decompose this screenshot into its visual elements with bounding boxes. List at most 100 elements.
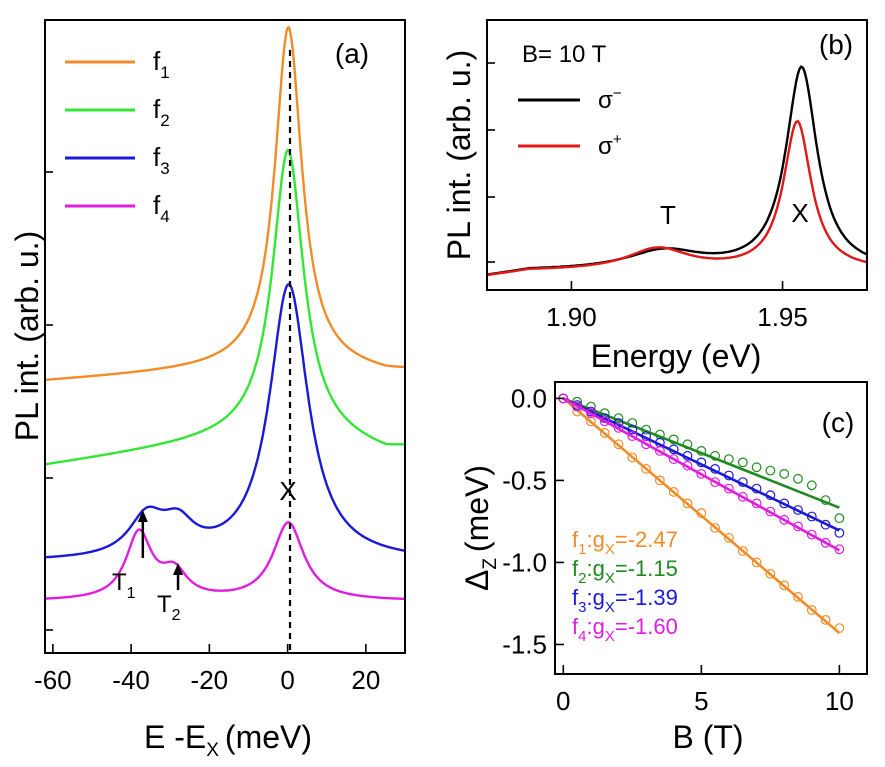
panel-b-curves bbox=[486, 65, 868, 277]
panel-c-point-f3 bbox=[668, 444, 679, 455]
panel-c-point-f3 bbox=[765, 490, 776, 501]
panel-b-legend: σ− σ+ bbox=[518, 85, 622, 160]
panel-b-legend-label: σ+ bbox=[598, 131, 622, 160]
panel-b-axes-frame bbox=[486, 19, 868, 291]
panel-c-point-f4 bbox=[806, 529, 817, 540]
panel-c-x-tick-label: 0 bbox=[556, 686, 570, 716]
panel-a-trion-arrows bbox=[137, 510, 184, 590]
panel-c-point-f2 bbox=[641, 424, 651, 435]
panel-a-x-tick-label: 0 bbox=[280, 665, 294, 695]
panel-c-point-f2 bbox=[613, 413, 624, 424]
panel-c-point-f3 bbox=[820, 519, 831, 530]
panel-c-x-tick-label: 10 bbox=[825, 686, 854, 716]
panel-c-point-f2 bbox=[710, 450, 720, 461]
panel-c-point-f2 bbox=[820, 495, 831, 506]
panel-c-point-f1 bbox=[682, 498, 693, 509]
panel-a-x-tick-label: -20 bbox=[191, 665, 229, 695]
panel-c-x-ticks: 0 5 10 bbox=[556, 665, 854, 716]
panel-c-point-f2 bbox=[765, 465, 776, 476]
panel-a: -60 -40 -20 0 20 (a) PL int. (arb. u.) E -EX… bbox=[9, 19, 406, 761]
panel-c-y-tick-label: 0.0 bbox=[511, 383, 547, 413]
panel-c-point-f2 bbox=[779, 469, 790, 479]
panel-c-point-f4 bbox=[668, 454, 679, 465]
panel-c-legend: f1:gX=-2.47f2:gX=-1.15f3:gX=-1.39f4:gX=-… bbox=[572, 527, 678, 645]
panel-c-g-factor-label-f2: f2:gX=-1.15 bbox=[572, 556, 678, 587]
panel-c-point-f3 bbox=[710, 464, 720, 474]
panel-b-x-label: Energy (eV) bbox=[591, 338, 762, 374]
panel-c-point-f4 bbox=[724, 483, 734, 494]
panel-b-t-annotation: T bbox=[660, 200, 676, 230]
panel-c-point-f1 bbox=[793, 592, 803, 602]
panel-c-point-f4 bbox=[655, 446, 665, 456]
panel-c-point-f2 bbox=[696, 446, 707, 456]
panel-c-point-f3 bbox=[834, 528, 845, 538]
panel-c-y-ticks: 0.0 -0.5 -1.0 -1.5 bbox=[502, 383, 564, 659]
panel-c-point-f4 bbox=[641, 439, 651, 450]
panel-a-axes-frame bbox=[44, 19, 406, 654]
panel-b-label: (b) bbox=[819, 29, 853, 60]
t2-arrow bbox=[173, 563, 184, 590]
panel-a-x-tick-label: 20 bbox=[351, 665, 380, 695]
panel-c-point-f1 bbox=[641, 464, 651, 474]
panel-c-point-f3 bbox=[751, 483, 762, 494]
panel-c-point-f1 bbox=[751, 557, 762, 568]
legend-label-f1: f1 bbox=[153, 46, 170, 82]
panel-c-fit-line-f2 bbox=[562, 397, 840, 509]
panel-a-curve-f1 bbox=[45, 25, 405, 381]
panel-c-point-f1 bbox=[820, 615, 831, 625]
panel-c-point-f4 bbox=[737, 491, 748, 502]
panel-c-point-f4 bbox=[820, 537, 831, 548]
panel-a-x-ticks: -60 -40 -20 0 20 bbox=[34, 644, 380, 695]
panel-c-y-tick-label: -0.5 bbox=[502, 465, 547, 495]
legend-label-f3: f3 bbox=[153, 142, 170, 178]
panel-c-point-f4 bbox=[586, 408, 596, 419]
panel-c-point-f4 bbox=[751, 498, 762, 509]
panel-c-point-f1 bbox=[627, 452, 638, 463]
panel-c-point-f4 bbox=[793, 521, 803, 532]
panel-a-y-label: PL int. (arb. u.) bbox=[9, 231, 45, 441]
legend-label-f2: f2 bbox=[153, 94, 170, 130]
panel-c-point-f4 bbox=[572, 401, 582, 412]
panel-a-x-annotation: X bbox=[279, 476, 296, 506]
panel-c-y-label: ΔZ(meV) bbox=[459, 465, 501, 591]
panel-c-point-f2 bbox=[793, 473, 803, 484]
panel-a-label: (a) bbox=[335, 38, 369, 69]
panel-a-curve-f4 bbox=[44, 521, 405, 601]
panel-c-point-f4 bbox=[627, 431, 638, 442]
panel-a-x-tick-label: -40 bbox=[112, 665, 150, 695]
panel-a-curve-f2 bbox=[44, 148, 405, 466]
panel-c-point-f1 bbox=[696, 508, 707, 519]
panel-b-x-tick-label: 1.95 bbox=[757, 302, 808, 332]
panel-c-fit-line-f1 bbox=[562, 397, 841, 634]
panel-c-point-f3 bbox=[696, 457, 707, 468]
panel-c-point-f1 bbox=[779, 580, 790, 591]
panel-b-x-annotation: X bbox=[791, 198, 808, 228]
panel-c: 0 5 10 0.0 -0.5 -1.0 -1.5 (c) ΔZ(meV) B (T) f… bbox=[459, 381, 868, 755]
legend-label-f4: f4 bbox=[153, 190, 170, 226]
panel-c-point-f4 bbox=[765, 506, 776, 517]
panel-c-point-f4 bbox=[599, 416, 610, 427]
panel-c-point-f3 bbox=[793, 505, 803, 515]
panel-c-g-factor-label-f1: f1:gX=-2.47 bbox=[572, 527, 678, 558]
panel-c-point-f2 bbox=[668, 434, 679, 445]
panel-b: 1.90 1.95 (b) B= 10 T PL int. (arb. u.) E… bbox=[441, 19, 868, 374]
panel-c-point-f3 bbox=[779, 498, 790, 509]
panel-c-point-f3 bbox=[737, 477, 748, 488]
panel-b-x-ticks: 1.90 1.95 bbox=[546, 281, 808, 332]
panel-a-t2-annotation: T2 bbox=[157, 591, 181, 624]
panel-a-x-label: E -EX (meV) bbox=[144, 719, 312, 761]
panel-c-point-f4 bbox=[682, 460, 693, 471]
panel-c-point-f2 bbox=[834, 513, 845, 524]
panel-b-y-ticks bbox=[487, 62, 495, 263]
panel-a-curves bbox=[44, 25, 406, 601]
panel-c-point-f1 bbox=[599, 428, 610, 438]
panel-a-x-tick-label: -60 bbox=[34, 665, 72, 695]
panel-a-curve-f3 bbox=[44, 282, 406, 559]
panel-b-x-tick-label: 1.90 bbox=[546, 302, 597, 332]
panel-c-plot bbox=[558, 393, 845, 634]
panel-c-point-f1 bbox=[765, 569, 776, 579]
panel-c-x-label: B (T) bbox=[672, 719, 743, 755]
panel-c-point-f3 bbox=[806, 511, 817, 522]
panel-c-point-f2 bbox=[682, 439, 693, 450]
